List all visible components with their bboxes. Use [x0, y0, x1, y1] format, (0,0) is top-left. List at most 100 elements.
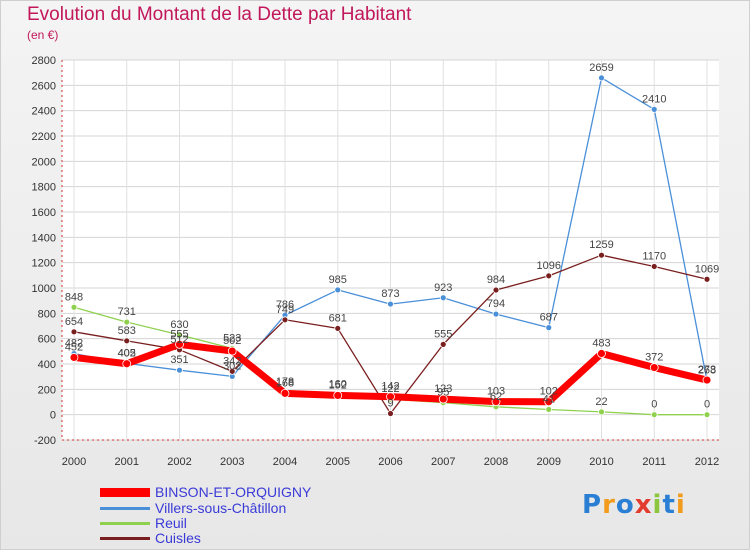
x-tick-label: 2003 — [220, 456, 244, 468]
data-label-1: 2659 — [589, 62, 613, 74]
series-point-1 — [334, 286, 342, 294]
data-label-2: 122 — [381, 383, 399, 395]
x-tick-label: 2002 — [167, 456, 191, 468]
logo-letter: P — [582, 490, 603, 520]
series-point-1 — [492, 310, 500, 318]
data-label-0: 142 — [381, 381, 399, 393]
data-label-1: 2410 — [642, 93, 666, 105]
data-label-3: 749 — [276, 304, 294, 316]
x-tick-label: 2008 — [484, 456, 508, 468]
x-tick-label: 2009 — [537, 456, 561, 468]
data-label-1: 687 — [540, 312, 558, 324]
data-label-1: 482 — [65, 338, 83, 350]
data-label-2: 95 — [437, 387, 449, 399]
series-point-0 — [333, 391, 343, 400]
data-label-3: 984 — [487, 274, 505, 286]
data-label-3: 654 — [65, 316, 83, 328]
y-tick-label: 1000 — [32, 283, 56, 295]
data-label-0: 483 — [592, 337, 610, 349]
data-label-1: 794 — [487, 298, 505, 310]
data-label-2: 22 — [595, 396, 607, 408]
data-label-0: 372 — [645, 352, 663, 364]
chart-subtitle: (en €) — [27, 28, 59, 42]
y-tick-label: 400 — [38, 359, 56, 371]
series-point-3 — [387, 410, 394, 417]
series-point-1 — [545, 324, 553, 332]
x-tick-label: 2001 — [115, 456, 139, 468]
series-point-0 — [597, 349, 606, 358]
series-point-0 — [69, 353, 79, 362]
data-label-2: 41 — [543, 393, 555, 405]
data-label-1: 351 — [170, 354, 188, 366]
data-label-3: 342 — [223, 355, 241, 367]
logo-letter: r — [602, 490, 616, 520]
x-tick-label: 2006 — [378, 456, 402, 468]
series-point-1 — [176, 366, 183, 374]
legend-swatch-binson — [100, 488, 150, 497]
data-label-2: 848 — [65, 291, 83, 303]
x-tick-label: 2007 — [431, 456, 455, 468]
y-tick-label: 1800 — [32, 182, 56, 194]
data-label-1: 873 — [381, 288, 399, 300]
logo-letter: i — [675, 490, 686, 520]
series-point-2 — [650, 411, 658, 419]
y-tick-label: 1400 — [32, 232, 56, 244]
y-tick-label: 2400 — [32, 106, 56, 118]
data-label-3: 1096 — [537, 260, 561, 272]
data-label-0: 123 — [434, 383, 452, 395]
x-tick-label: 2000 — [62, 456, 86, 468]
y-tick-label: 2600 — [32, 80, 56, 92]
legend-label-reuil: Reuil — [155, 515, 187, 531]
legend-label-binson: BINSON-ET-ORQUIGNY — [155, 484, 312, 500]
data-label-2: 523 — [223, 332, 241, 344]
series-point-3 — [281, 316, 289, 324]
legend-label-cuisles: Cuisles — [155, 530, 201, 546]
logo-letter: o — [615, 490, 635, 520]
data-label-3: 681 — [329, 312, 347, 324]
y-tick-label: -200 — [34, 435, 56, 447]
series-point-2 — [176, 331, 183, 339]
series-point-3 — [598, 251, 605, 259]
data-label-3: 555 — [434, 328, 452, 340]
data-label-0: 555 — [170, 328, 188, 340]
series-point-2 — [545, 406, 553, 413]
x-tick-label: 2010 — [589, 456, 613, 468]
series-point-3 — [545, 272, 553, 280]
data-label-1: 923 — [434, 282, 452, 294]
legend-item-binson: BINSON-ET-ORQUIGNY — [100, 484, 400, 500]
y-tick-label: 800 — [38, 308, 56, 320]
data-label-0: 152 — [329, 379, 347, 391]
series-point-3 — [650, 263, 658, 270]
series-point-3 — [228, 367, 236, 375]
series-point-1 — [387, 300, 394, 308]
series-point-1 — [650, 106, 658, 113]
data-label-0: 402 — [118, 348, 136, 360]
y-tick-label: 1600 — [32, 207, 56, 219]
series-point-0 — [280, 388, 290, 398]
data-label-1: 786 — [276, 299, 294, 311]
proxiti-logo: Proxiti — [582, 490, 686, 520]
x-tick-label: 2005 — [326, 456, 350, 468]
data-label-0: 452 — [65, 341, 83, 353]
series-point-3 — [123, 337, 131, 345]
legend-swatch-cuisles — [100, 537, 150, 540]
data-label-2: 630 — [170, 319, 188, 331]
series-point-0 — [544, 397, 554, 407]
series-point-1 — [439, 294, 447, 302]
data-label-2: 0 — [704, 399, 710, 411]
legend-item-villers: Villers-sous-Châtillon — [100, 500, 400, 516]
data-label-1: 405 — [118, 347, 136, 359]
series-point-1 — [598, 74, 605, 82]
series-point-2 — [703, 411, 711, 419]
legend-item-cuisles: Cuisles — [100, 530, 400, 546]
series-point-2 — [598, 408, 605, 416]
data-label-3: 583 — [118, 325, 136, 337]
data-label-1: 302 — [223, 360, 241, 372]
data-label-1: 268 — [698, 365, 716, 377]
data-label-0: 168 — [276, 377, 294, 389]
legend-swatch-villers — [100, 507, 150, 510]
series-point-0 — [386, 392, 395, 402]
data-label-3: 512 — [170, 334, 188, 346]
logo-letter: i — [652, 490, 663, 520]
series-point-2 — [70, 303, 78, 311]
